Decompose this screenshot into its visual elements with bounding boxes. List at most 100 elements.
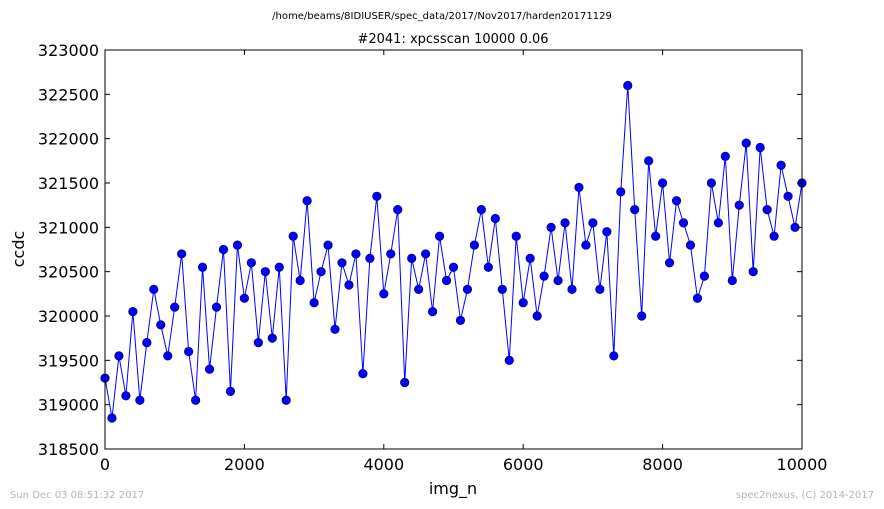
data-point <box>448 262 459 272</box>
data-point <box>267 333 277 343</box>
data-point <box>121 391 131 401</box>
data-point <box>281 395 291 405</box>
y-tick-label: 321500 <box>38 174 99 193</box>
y-tick-label: 318500 <box>38 440 99 459</box>
data-point <box>218 244 229 255</box>
x-tick-label: 10000 <box>777 455 828 474</box>
data-point <box>323 240 333 250</box>
data-point <box>602 227 612 237</box>
data-point <box>532 311 542 321</box>
data-point <box>302 196 312 206</box>
data-point <box>657 178 668 188</box>
data-point <box>623 80 633 91</box>
data-point <box>386 249 396 259</box>
y-axis: 318500 319000 319500 320000 320500 321000 3215… <box>38 41 802 459</box>
data-point <box>163 351 173 361</box>
data-point <box>748 267 758 277</box>
footer-credit: spec2nexus, (C) 2014-2017 <box>736 490 874 501</box>
data-point <box>337 258 347 268</box>
data-point <box>734 200 744 210</box>
data-point <box>664 258 675 268</box>
footer-timestamp: Sun Dec 03 08:51:32 2017 <box>10 490 144 501</box>
data-point <box>107 413 117 423</box>
data-point <box>372 191 382 201</box>
data-point <box>720 151 730 161</box>
plot-frame <box>104 49 803 450</box>
data-point <box>156 320 166 330</box>
data-point <box>177 249 187 259</box>
y-tick-label: 323000 <box>38 41 99 60</box>
data-point <box>476 205 486 215</box>
x-axis-label: img_n <box>429 479 477 499</box>
data-point <box>316 267 326 277</box>
data-point <box>393 205 403 215</box>
data-point <box>609 351 619 361</box>
y-tick-label: 320500 <box>38 263 99 282</box>
data-point <box>455 315 466 326</box>
data-point <box>776 160 786 170</box>
data-point <box>434 231 445 241</box>
data-point <box>678 218 689 228</box>
data-point <box>483 262 493 272</box>
data-point <box>295 275 305 286</box>
y-tick-label: 322000 <box>38 130 99 149</box>
data-point <box>546 222 556 232</box>
data-point <box>197 262 208 272</box>
data-point <box>170 302 180 312</box>
y-tick-label: 320000 <box>38 307 99 326</box>
y-tick-label: 319000 <box>38 396 99 415</box>
data-point <box>692 293 703 303</box>
data-point <box>518 298 528 308</box>
data-point <box>769 231 779 241</box>
data-point <box>135 395 145 405</box>
data-point <box>211 302 222 312</box>
data-point <box>588 218 598 228</box>
chart-title: #2041: xpcsscan 10000 0.06 <box>357 32 548 47</box>
x-tick-label: 4000 <box>363 455 404 474</box>
x-tick-label: 0 <box>100 455 110 474</box>
data-point <box>560 218 570 228</box>
data-point <box>260 267 270 277</box>
data-point <box>511 231 521 241</box>
data-point <box>204 364 215 374</box>
data-point <box>344 280 354 290</box>
data-point <box>581 240 591 250</box>
y-tick-label: 322500 <box>38 85 99 104</box>
data-point <box>184 346 194 357</box>
y-tick-label: 321000 <box>38 218 99 237</box>
data-point <box>630 205 640 215</box>
data-point <box>755 142 765 153</box>
data-point <box>469 240 480 250</box>
data-point <box>727 275 737 286</box>
data-point <box>595 284 605 294</box>
chart-suptitle: /home/beams/8IDIUSER/spec_data/2017/Nov2… <box>272 11 612 22</box>
data-point <box>330 324 340 334</box>
x-tick-label: 6000 <box>503 455 544 474</box>
y-tick-label: 319500 <box>38 351 99 370</box>
data-point <box>713 218 723 228</box>
data-point <box>490 213 500 224</box>
data-point <box>142 337 152 348</box>
data-point <box>504 355 514 365</box>
data-point <box>365 253 375 263</box>
y-axis-label: ccdc <box>9 231 28 268</box>
x-tick-label: 8000 <box>642 455 683 474</box>
data-point <box>246 258 256 268</box>
data-point <box>288 231 298 241</box>
data-point <box>441 275 452 286</box>
data-point <box>128 306 138 317</box>
data-point <box>706 178 716 188</box>
data-series <box>100 80 807 423</box>
data-point <box>358 369 368 379</box>
data-point <box>525 253 535 263</box>
x-axis: 0 2000 4000 6000 8000 10000 <box>100 50 828 474</box>
data-point <box>351 249 361 259</box>
data-point <box>637 311 647 321</box>
data-point <box>462 284 473 294</box>
data-point <box>414 284 424 294</box>
data-point <box>651 231 661 241</box>
data-point <box>539 271 549 281</box>
data-point <box>762 205 772 215</box>
data-point <box>553 275 563 286</box>
data-point <box>407 253 417 263</box>
